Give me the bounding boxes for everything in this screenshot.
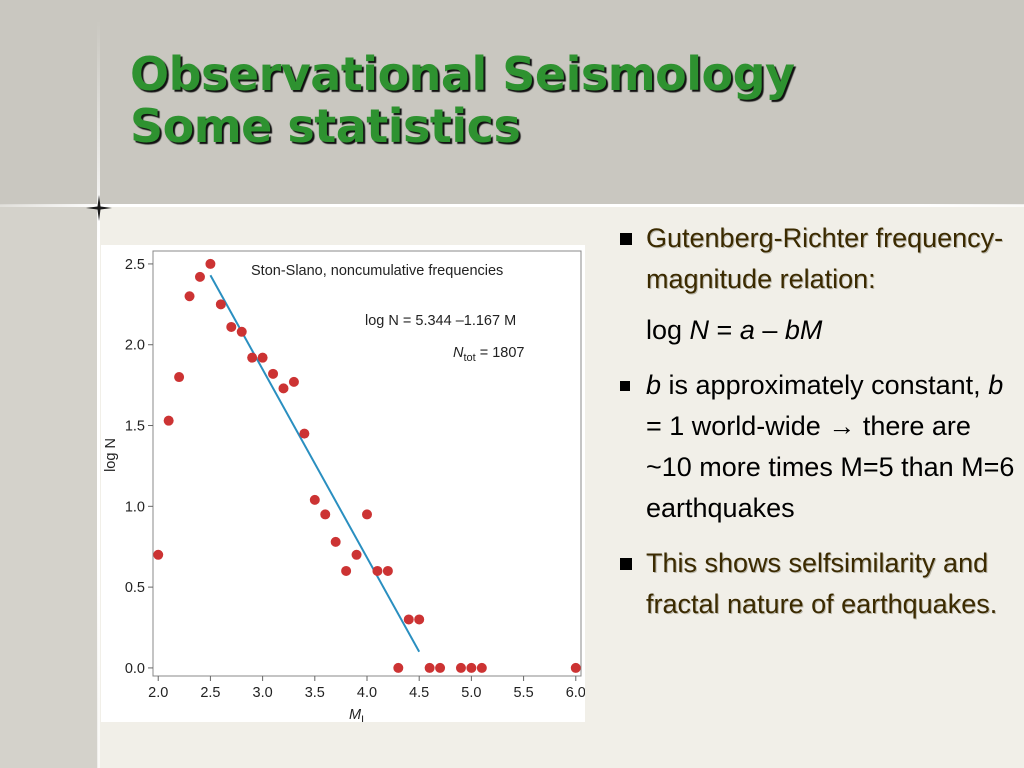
- x-tick-label: 2.5: [200, 685, 220, 701]
- y-tick-label: 2.5: [125, 257, 145, 273]
- x-tick-label: 4.0: [357, 685, 377, 701]
- annotation-fit: log N = 5.344 –1.167 M: [365, 313, 516, 329]
- data-point: [247, 352, 258, 363]
- bullet-gutenberg-richter: Gutenberg-Richter frequency-magnitude re…: [618, 218, 1018, 300]
- data-point: [466, 662, 477, 673]
- data-point: [215, 299, 226, 310]
- data-point: [341, 565, 352, 576]
- x-axis-label: ML: [349, 707, 367, 722]
- x-tick-label: 2.0: [148, 685, 168, 701]
- data-point: [174, 372, 185, 383]
- data-point: [205, 258, 216, 269]
- x-tick-label: 5.0: [461, 685, 481, 701]
- x-tick-label: 3.5: [305, 685, 325, 701]
- bullet-square-icon: [620, 233, 632, 245]
- data-point: [393, 662, 404, 673]
- data-point: [435, 662, 446, 673]
- bullet-square-icon: [620, 558, 632, 570]
- data-point: [268, 368, 279, 379]
- data-point: [194, 271, 205, 282]
- y-tick-label: 0.5: [125, 580, 145, 596]
- formula-a: a: [739, 315, 755, 345]
- x-tick-label: 5.5: [513, 685, 533, 701]
- data-point: [476, 662, 487, 673]
- data-point: [320, 509, 331, 520]
- data-point: [288, 376, 299, 387]
- data-point: [163, 415, 174, 426]
- slide-title: Observational Seismology Some statistics: [130, 48, 795, 152]
- x-tick-label: 6.0: [566, 685, 585, 701]
- gr-formula: log N = a – bM: [618, 310, 1018, 351]
- y-tick-label: 1.0: [125, 499, 145, 515]
- bullet-b-text: b is approximately constant, b = 1 world…: [646, 370, 1015, 523]
- formula-prefix: log: [646, 315, 690, 345]
- y-tick-label: 2.0: [125, 338, 145, 354]
- title-band: [0, 0, 1024, 205]
- data-point: [570, 662, 581, 673]
- data-point: [372, 565, 383, 576]
- left-band: [0, 205, 98, 768]
- data-point: [309, 494, 320, 505]
- data-point: [278, 383, 289, 394]
- bullet-list: Gutenberg-Richter frequency-magnitude re…: [618, 218, 1018, 625]
- bullet-square-icon: [620, 381, 630, 391]
- y-axis-label: log N: [103, 438, 119, 472]
- data-point: [299, 428, 310, 439]
- regression-line: [209, 274, 421, 653]
- data-point: [403, 614, 414, 625]
- bullet-text: Gutenberg-Richter frequency-magnitude re…: [646, 223, 1004, 294]
- data-point: [236, 326, 247, 337]
- plot-area-frame: [152, 250, 582, 677]
- data-point: [455, 662, 466, 673]
- bullet-selfsimilarity: This shows selfsimilarity and fractal na…: [618, 543, 1018, 625]
- bullet-text: This shows selfsimilarity and fractal na…: [646, 548, 998, 619]
- sparkle-icon: [86, 195, 112, 221]
- formula-minus: –: [754, 315, 785, 345]
- bullet-b-value: b is approximately constant, b = 1 world…: [618, 365, 1018, 529]
- x-tick-label: 3.0: [253, 685, 273, 701]
- x-tick-label: 4.5: [409, 685, 429, 701]
- data-point: [414, 614, 425, 625]
- y-tick-label: 0.0: [125, 661, 145, 677]
- decorative-horizontal-line: [0, 204, 1024, 207]
- decorative-vertical-line: [97, 20, 100, 768]
- formula-bM: bM: [784, 315, 823, 345]
- data-point: [184, 291, 195, 302]
- scatter-chart: 2.0 2.5 3.0 3.5 4.0 4.5 5.0 5.5 6.0 0.0 0.5 1.0 1.5 2…: [103, 250, 585, 722]
- data-point: [257, 352, 268, 363]
- formula-N: N: [689, 315, 710, 345]
- data-point: [330, 536, 341, 547]
- data-point: [226, 321, 237, 332]
- data-point: [424, 662, 435, 673]
- data-point: [153, 549, 164, 560]
- slide-title-line1: Observational Seismology: [130, 47, 795, 101]
- chart-panel: 2.0 2.5 3.0 3.5 4.0 4.5 5.0 5.5 6.0 0.0 0.5 1.0 1.5 2…: [101, 245, 585, 722]
- formula-eq: =: [709, 315, 740, 345]
- data-point: [362, 509, 372, 520]
- slide-title-line2: Some statistics: [130, 99, 521, 153]
- annotation-ntot: Ntot = 1807: [453, 345, 525, 364]
- y-tick-label: 1.5: [125, 419, 145, 435]
- data-point: [382, 565, 393, 576]
- annotation-title: Ston-Slano, noncumulative frequencies: [251, 263, 503, 279]
- data-point: [351, 549, 362, 560]
